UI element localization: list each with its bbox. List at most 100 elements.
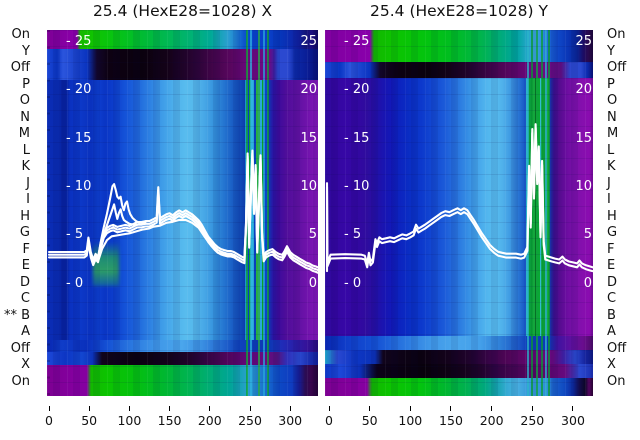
- row-label-on: On: [11, 373, 30, 389]
- row-label-o: O: [607, 93, 618, 109]
- heatmap-main-area: [47, 80, 318, 340]
- row-label-i: I: [607, 192, 611, 208]
- y-tick-label: - 25: [344, 34, 370, 49]
- trace-bundle-y: [325, 126, 593, 273]
- x-tick-mark: [209, 406, 211, 411]
- x-tick-label: 50: [361, 413, 378, 428]
- row-label-g: G: [607, 225, 618, 241]
- row-label-b: ** B: [3, 307, 30, 323]
- y-tick-label: - 5: [66, 227, 84, 243]
- trace-bundle-x: [47, 152, 318, 272]
- y-tick-label: - 20: [344, 82, 370, 98]
- y-tick-label-right: 10: [575, 179, 592, 195]
- x-tick-mark: [572, 406, 574, 411]
- trace-bundle-x: [47, 149, 318, 269]
- row-label-off: Off: [607, 60, 627, 76]
- y-tick-label-right: 15: [300, 130, 317, 146]
- row-label-e: E: [21, 258, 30, 274]
- x-tick-label: 250: [238, 413, 262, 428]
- y-tick-label-right: 20: [575, 82, 592, 98]
- trace-overlay-x: [47, 149, 318, 274]
- y-tick-label-right: 15: [575, 130, 592, 146]
- row-label-d: D: [19, 274, 30, 290]
- x-tick-label: 100: [398, 413, 423, 428]
- row-label-x: X: [607, 357, 616, 373]
- y-tick-label: - 0: [66, 275, 84, 291]
- x-tick-mark: [450, 406, 452, 411]
- trace-overlay-y: [325, 123, 593, 273]
- row-label-x: X: [21, 357, 30, 373]
- panel-title-x: 25.4 (HexE28=1028) X: [92, 2, 273, 20]
- row-label-on: On: [11, 27, 30, 42]
- row-label-n: N: [607, 109, 617, 125]
- x-tick-mark: [289, 406, 291, 411]
- row-label-k: K: [21, 159, 30, 175]
- x-tick-label: 0: [45, 413, 53, 428]
- x-tick-label: 200: [479, 413, 504, 428]
- row-label-off: Off: [607, 340, 627, 356]
- y-tick-label: - 20: [66, 82, 92, 98]
- x-tick-label: 150: [439, 413, 463, 428]
- vertical-stripe: [267, 30, 269, 396]
- x-tick-mark: [531, 406, 533, 411]
- heatmap-band-a-row: [325, 336, 593, 350]
- x-tick-mark: [88, 406, 90, 411]
- row-label-a: A: [607, 324, 616, 340]
- row-label-d: D: [607, 274, 618, 290]
- vertical-stripe: [263, 30, 265, 396]
- x-tick-mark: [369, 406, 371, 411]
- green-patch: [93, 242, 119, 286]
- y-tick-label: - 25: [66, 34, 92, 49]
- row-label-m: M: [607, 126, 619, 142]
- row-label-c: C: [20, 291, 30, 307]
- x-tick-label: 50: [81, 413, 98, 428]
- heatmap-band-off-bottom: [325, 350, 593, 364]
- y-tick-label: - 15: [66, 130, 92, 146]
- x-tick-mark: [328, 406, 330, 411]
- heatmap-panel-y[interactable]: - 25 25 - 20 20 - 15 15 - 10 10 - 5 5 - 0 0: [325, 30, 593, 396]
- row-label-k: K: [607, 159, 616, 175]
- y-tick-label: - 0: [344, 275, 362, 291]
- row-label-h: H: [20, 208, 30, 224]
- row-label-j: J: [26, 175, 30, 191]
- heatmap-panel-x[interactable]: - 25 25 - 20 20 - 15 15 - 10 10 - 5 5 - 0 0: [47, 30, 318, 396]
- x-tick-mark: [249, 406, 251, 411]
- left-axis-labels: On Y Off P O N M L K J I H G F E D C ** B A Off X On: [0, 27, 30, 400]
- trace-peak-outer: [96, 183, 147, 261]
- right-axis-labels: On Y Off P O N M L K J I H G F E D C B A Off X On: [607, 28, 640, 400]
- heatmap-band-y-row: [325, 62, 593, 78]
- y-tick-label-right: 0: [308, 275, 317, 291]
- trace-low: [96, 218, 237, 263]
- y-tick-label-right: 25: [300, 34, 317, 49]
- row-label-y: Y: [607, 43, 615, 59]
- y-tick-label: - 10: [66, 179, 92, 195]
- row-label-o: O: [19, 93, 30, 109]
- y-tick-label: - 10: [344, 179, 370, 195]
- x-tick-label: 100: [117, 413, 142, 428]
- x-tick-mark: [48, 406, 50, 411]
- panel-title-y: 25.4 (HexE28=1028) Y: [370, 2, 548, 20]
- y-tick-label-right: 5: [308, 227, 317, 243]
- row-label-on: On: [607, 373, 626, 389]
- trace-bundle-y: [325, 123, 593, 269]
- row-label-c: C: [607, 291, 617, 307]
- row-label-l: L: [22, 142, 30, 158]
- x-tick-label: 300: [561, 413, 585, 428]
- x-tick-label: 150: [157, 413, 182, 428]
- row-label-b: B: [607, 307, 616, 323]
- row-label-f: F: [607, 241, 615, 257]
- row-label-y: Y: [22, 43, 30, 59]
- row-label-f: F: [22, 241, 30, 257]
- row-label-h: H: [607, 208, 617, 224]
- row-label-i: I: [26, 192, 30, 208]
- row-label-p: P: [607, 76, 615, 92]
- y-tick-label: - 15: [344, 130, 370, 146]
- x-tick-mark: [169, 406, 171, 411]
- row-label-g: G: [19, 225, 30, 241]
- row-label-off: Off: [10, 60, 30, 76]
- trace-peak-inner: [96, 203, 139, 261]
- heatmap-band-x-row: [47, 365, 318, 396]
- vertical-stripe: [545, 30, 547, 396]
- row-label-m: M: [18, 126, 30, 142]
